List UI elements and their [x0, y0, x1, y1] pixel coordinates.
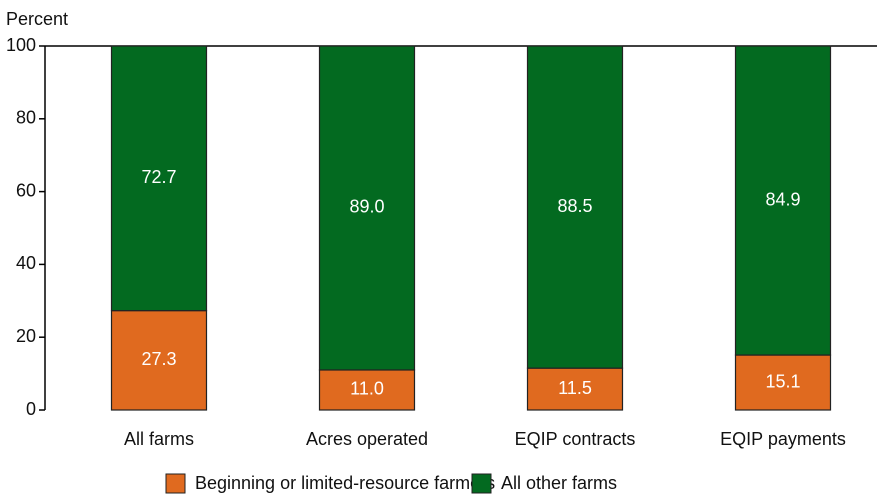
y-tick-label: 0	[26, 399, 36, 419]
x-tick-label: EQIP contracts	[515, 429, 636, 449]
y-tick-label: 40	[16, 253, 36, 273]
bar-segment	[318, 369, 416, 411]
y-tick-label: 100	[6, 35, 36, 55]
y-tick-label: 80	[16, 108, 36, 128]
data-label: 72.7	[141, 167, 176, 187]
legend-swatch	[471, 473, 492, 494]
x-tick-label: Acres operated	[306, 429, 428, 449]
y-tick-label: 20	[16, 326, 36, 346]
bar-segment	[110, 310, 208, 411]
legend-swatch	[165, 473, 186, 494]
x-tick-label: All farms	[124, 429, 194, 449]
legend-label: All other farms	[501, 473, 617, 493]
x-tick-label: EQIP payments	[720, 429, 846, 449]
legend-label: Beginning or limited-resource farmers	[195, 473, 495, 493]
bar-segment	[526, 367, 624, 411]
bar-segment	[318, 45, 416, 371]
data-label: 88.5	[557, 196, 592, 216]
data-label: 15.1	[765, 371, 800, 391]
bar-segment	[110, 45, 208, 312]
data-label: 11.5	[558, 378, 592, 398]
bar-segment	[734, 45, 832, 356]
data-label: 89.0	[349, 197, 384, 217]
data-label: 27.3	[141, 349, 176, 369]
data-label: 84.9	[765, 189, 800, 209]
bar-segment	[526, 45, 624, 369]
y-axis-label: Percent	[6, 9, 68, 29]
data-label: 11.0	[350, 379, 384, 399]
y-tick-label: 60	[16, 180, 36, 200]
